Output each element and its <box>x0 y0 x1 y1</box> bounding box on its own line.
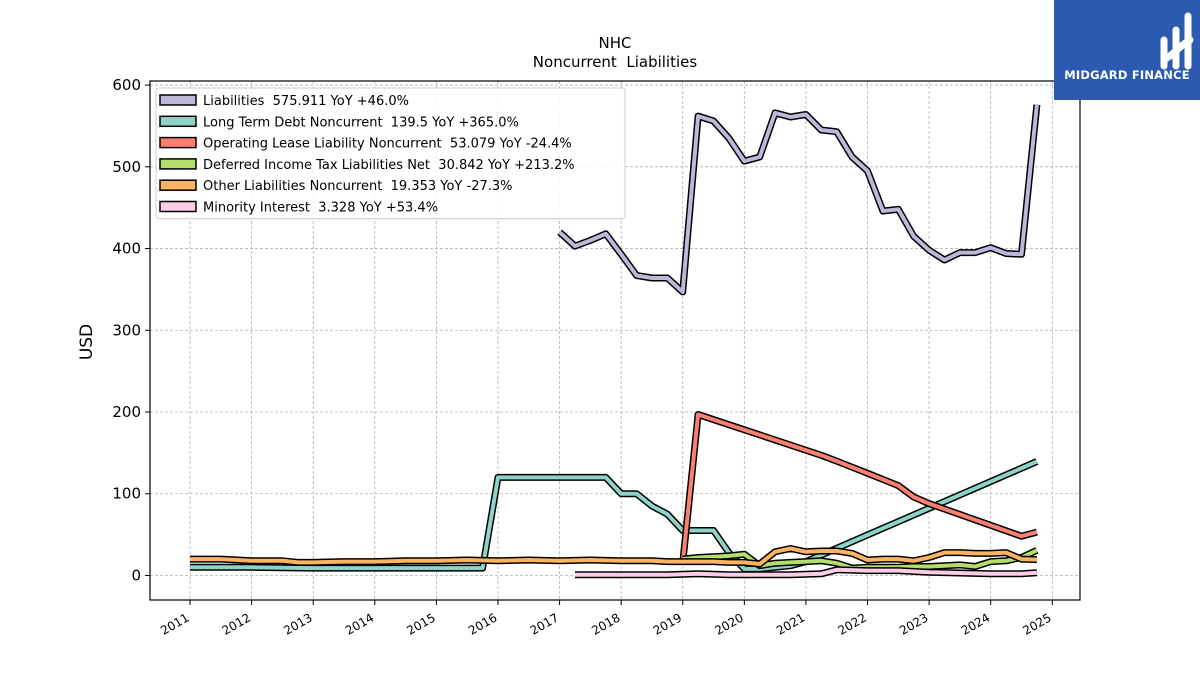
grid <box>150 81 1080 600</box>
legend-label: Operating Lease Liability Noncurrent 53.… <box>203 137 572 152</box>
series-5 <box>575 566 1038 579</box>
y-tick-label: 500 <box>112 158 141 176</box>
series-0 <box>557 104 1041 296</box>
legend-label: Long Term Debt Noncurrent 139.5 YoY +365… <box>203 115 519 130</box>
plot-frame <box>149 80 1081 601</box>
legend-item: Minority Interest 3.328 YoY +53.4% <box>159 200 438 216</box>
legend-item: Deferred Income Tax Liabilities Net 30.8… <box>159 158 575 173</box>
legend: Liabilities 575.911 YoY +46.0% Long Term … <box>155 87 626 220</box>
legend-item: Other Liabilities Noncurrent 19.353 YoY … <box>159 179 513 194</box>
y-axis-label: USD <box>77 324 97 360</box>
x-tick-label: 2023 <box>897 610 930 637</box>
y-tick-label: 200 <box>112 403 141 421</box>
y-tick-label: 400 <box>112 240 141 258</box>
series-2 <box>679 411 1038 564</box>
legend-item: Liabilities 575.911 YoY +46.0% <box>159 94 409 109</box>
x-tick-label: 2013 <box>281 610 314 637</box>
series-4 <box>190 545 1038 568</box>
legend-item: Operating Lease Liability Noncurrent 53.… <box>159 136 572 152</box>
chart-subtitle: Noncurrent Liabilities <box>533 53 698 71</box>
chart-title: NHC <box>599 34 632 52</box>
x-tick-label: 2015 <box>404 610 437 637</box>
legend-swatch <box>159 200 197 213</box>
legend-label: Deferred Income Tax Liabilities Net 30.8… <box>203 158 575 173</box>
series-line <box>190 546 1037 566</box>
brand-logo: MIDGARD FINANCE <box>1054 0 1200 100</box>
x-tick-label: 2022 <box>836 610 869 637</box>
brand-mark-icon <box>1160 12 1194 70</box>
legend-swatch <box>159 179 197 191</box>
x-tick-label: 2024 <box>959 610 992 637</box>
x-tick-label: 2016 <box>466 610 499 637</box>
series-line <box>575 567 1038 577</box>
x-tick-label: 2018 <box>589 610 622 637</box>
series-line <box>190 459 1038 571</box>
legend-label: Liabilities 575.911 YoY +46.0% <box>203 94 409 109</box>
x-tick-label: 2020 <box>712 610 745 637</box>
y-tick-label: 100 <box>112 485 141 503</box>
legend-label: Minority Interest 3.328 YoY +53.4% <box>203 201 438 216</box>
x-tick-label: 2021 <box>774 610 807 637</box>
y-tick-label: 300 <box>112 321 141 339</box>
legend-swatch <box>159 158 197 170</box>
brand-name: MIDGARD FINANCE <box>1064 68 1190 82</box>
y-tick-label: 600 <box>112 76 141 94</box>
legend-swatch <box>159 94 197 106</box>
series-line <box>680 412 1038 564</box>
series-line-outline <box>557 104 1041 296</box>
legend-box <box>155 87 626 220</box>
legend-swatch <box>159 115 197 128</box>
series-line <box>558 104 1039 294</box>
legend-swatch <box>159 136 197 149</box>
y-tick-label: 0 <box>131 566 141 584</box>
x-tick-label: 2019 <box>651 610 684 637</box>
legend-label: Other Liabilities Noncurrent 19.353 YoY … <box>203 179 513 194</box>
x-tick-label: 2012 <box>220 610 253 637</box>
series-layer <box>190 104 1041 579</box>
x-tick-label: 2011 <box>158 610 191 637</box>
legend-item: Long Term Debt Noncurrent 139.5 YoY +365… <box>159 115 519 130</box>
x-tick-label: 2017 <box>528 610 561 637</box>
series-1 <box>190 458 1039 573</box>
x-tick-label: 2014 <box>343 610 376 637</box>
x-tick-label: 2025 <box>1020 610 1053 637</box>
